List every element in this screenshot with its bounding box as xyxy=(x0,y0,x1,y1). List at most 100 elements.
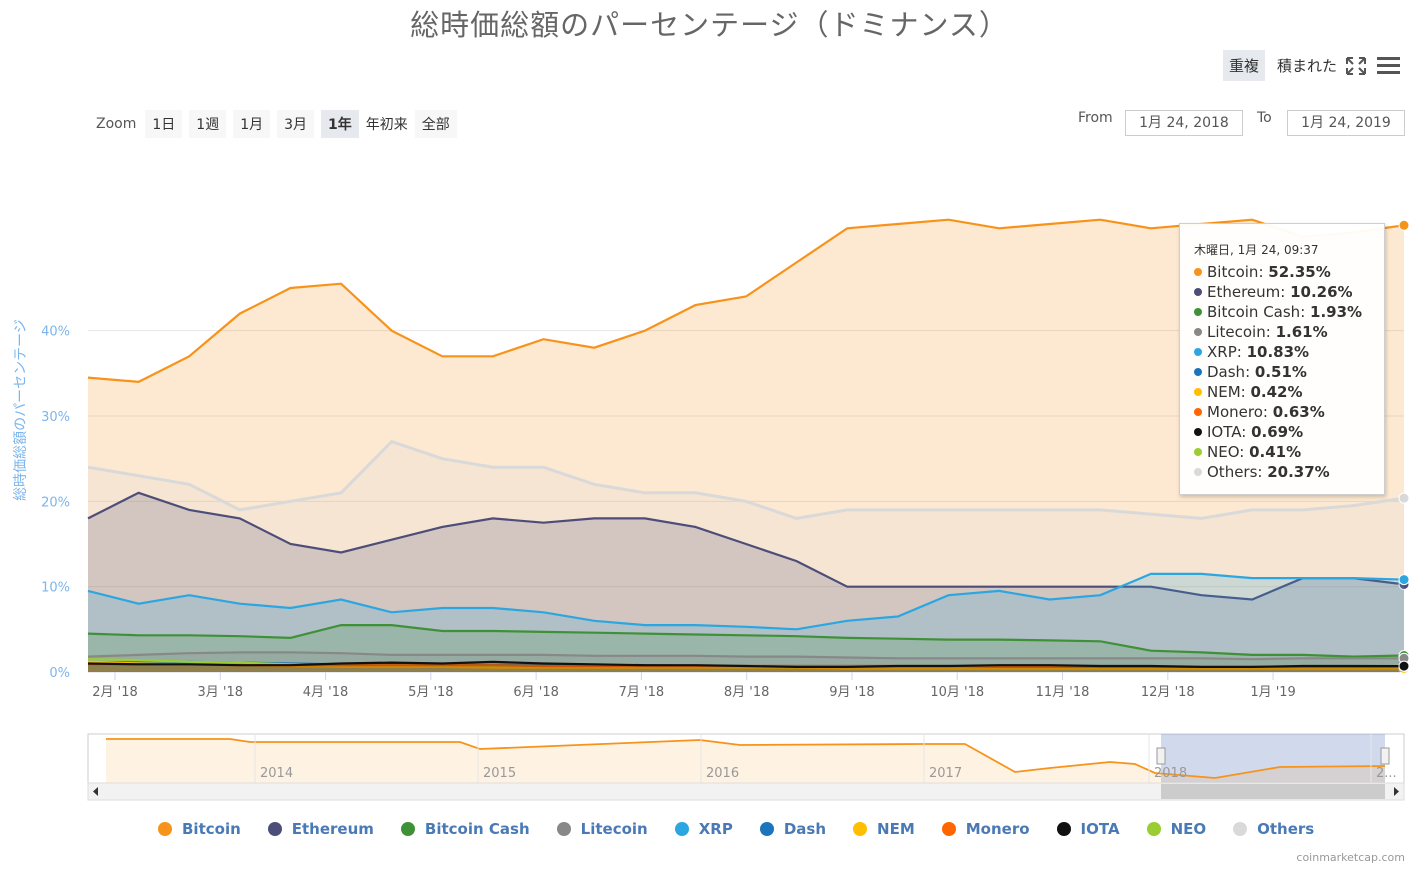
legend-item-xrp[interactable]: XRP xyxy=(674,820,733,838)
fullscreen-icon[interactable] xyxy=(1343,54,1369,78)
tooltip-series-value: 0.69% xyxy=(1251,423,1304,441)
legend-dot-icon xyxy=(267,822,282,836)
tooltip-series-value: 0.41% xyxy=(1249,443,1302,461)
tooltip-header: 木曜日, 1月 24, 09:37 xyxy=(1194,243,1319,257)
navigator-line xyxy=(106,738,1386,779)
zoom-1y-button[interactable]: 1年 xyxy=(321,110,359,138)
zoom-1d-button[interactable]: 1日 xyxy=(145,110,183,138)
x-tick-label: 6月 '18 xyxy=(513,685,559,700)
tooltip-series-value: 1.93% xyxy=(1310,303,1363,321)
legend-item-nem[interactable]: NEM xyxy=(853,820,915,838)
navigator-year-label: 2015 xyxy=(483,766,516,781)
scrollbar-track[interactable] xyxy=(87,782,1405,801)
chart-title: 総時価総額のパーセンテージ（ドミナンス） xyxy=(410,8,1009,42)
zoom-bar: Zoom 1日 1週 1月 3月 1年 年初来 全部 xyxy=(96,110,457,138)
x-tick-label: 2月 '18 xyxy=(92,685,138,700)
area-others xyxy=(88,441,1404,672)
zoom-label: Zoom xyxy=(96,116,137,132)
legend-item-dash[interactable]: Dash xyxy=(759,820,827,838)
y-tick-label: 20% xyxy=(41,495,70,510)
legend-dot-icon xyxy=(556,822,571,836)
zoom-1m-button[interactable]: 1月 xyxy=(233,110,271,138)
tooltip-series-name: Bitcoin Cash xyxy=(1207,303,1301,321)
legend-item-ethereum[interactable]: Ethereum xyxy=(267,820,374,838)
from-date-input[interactable]: 1月 24, 2018 xyxy=(1125,110,1243,136)
navigator-handle[interactable] xyxy=(1380,747,1390,765)
legend-item-iota[interactable]: IOTA xyxy=(1056,820,1120,838)
tooltip-series-name: Bitcoin xyxy=(1207,263,1259,281)
zoom-all-button[interactable]: 全部 xyxy=(414,110,457,138)
legend-label: Bitcoin xyxy=(182,820,241,838)
scrollbar-thumb[interactable] xyxy=(1161,784,1385,799)
tooltip-series-name: Monero xyxy=(1207,403,1263,421)
tooltip-series-name: NEO xyxy=(1207,443,1240,461)
x-tick-label: 3月 '18 xyxy=(198,685,244,700)
navigator-year-label: 2018 xyxy=(1154,766,1187,781)
stacked-mode-button[interactable]: 積まれた xyxy=(1276,57,1337,75)
legend-dot-icon xyxy=(400,822,415,836)
to-date-input[interactable]: 1月 24, 2019 xyxy=(1287,110,1405,136)
tooltip-series-value: 1.61% xyxy=(1275,323,1328,341)
x-tick-label: 7月 '18 xyxy=(619,685,665,700)
tooltip-series-value: 52.35% xyxy=(1268,263,1331,281)
navigator-year-label: 2017 xyxy=(929,766,962,781)
legend-item-bitcoin[interactable]: Bitcoin xyxy=(158,820,241,838)
navigator-area xyxy=(106,739,1385,783)
legend-item-litecoin[interactable]: Litecoin xyxy=(556,820,648,838)
tooltip-series-dot-icon xyxy=(1194,408,1202,416)
scroll-left-arrow-icon[interactable] xyxy=(93,787,98,796)
tooltip-series-value: 0.63% xyxy=(1272,403,1325,421)
tooltip-series-name: IOTA xyxy=(1207,423,1242,441)
legend-label: Bitcoin Cash xyxy=(424,820,530,838)
overlap-mode-button[interactable]: 重複 xyxy=(1222,50,1265,81)
tooltip-series-name: Ethereum xyxy=(1207,283,1281,301)
legend-dot-icon xyxy=(1233,822,1248,836)
series-line-iota xyxy=(87,660,1405,668)
y-tick-label: 0% xyxy=(49,666,70,681)
tooltip-series-value: 0.51% xyxy=(1254,363,1307,381)
tooltip-series-value: 10.83% xyxy=(1246,343,1310,361)
series-line-xrp xyxy=(87,572,1405,631)
legend-item-neo[interactable]: NEO xyxy=(1146,820,1206,838)
legend-label: Monero xyxy=(965,820,1030,838)
series-line-litecoin xyxy=(87,651,1404,661)
credit-link[interactable]: coinmarketcap.com xyxy=(1296,851,1405,864)
navigator-handle[interactable] xyxy=(1156,747,1166,765)
x-tick-label: 5月 '18 xyxy=(408,685,454,700)
from-label: From xyxy=(1078,110,1113,126)
tooltip-series-dot-icon xyxy=(1194,428,1202,436)
navigator-selection[interactable] xyxy=(1161,734,1385,783)
series-end-marker-others xyxy=(1398,492,1410,504)
zoom-ytd-button[interactable]: 年初来 xyxy=(365,117,408,133)
legend-item-others[interactable]: Others xyxy=(1233,820,1314,838)
legend-item-bitcoin-cash[interactable]: Bitcoin Cash xyxy=(400,820,530,838)
tooltip-row: Bitcoin: 52.35% xyxy=(1194,262,1384,282)
zoom-1w-button[interactable]: 1週 xyxy=(189,110,227,138)
tooltip-series-name: Others xyxy=(1207,463,1258,481)
series-line-bitcoin-cash xyxy=(87,624,1405,658)
zoom-3m-button[interactable]: 3月 xyxy=(277,110,315,138)
navigator-year-label: 2014 xyxy=(260,766,293,781)
tooltip-row: Bitcoin Cash: 1.93% xyxy=(1194,302,1384,322)
legend-dot-icon xyxy=(941,822,956,836)
navigator-year-label: 2... xyxy=(1376,766,1397,781)
x-tick-label: 12月 '18 xyxy=(1141,685,1195,700)
scroll-right-arrow-icon[interactable] xyxy=(1394,787,1399,796)
tooltip-row: Monero: 0.63% xyxy=(1194,402,1384,422)
x-tick-label: 1月 '19 xyxy=(1250,685,1296,700)
series-end-marker-iota xyxy=(1398,660,1410,672)
y-tick-label: 30% xyxy=(41,410,70,425)
tooltip-row: Ethereum: 10.26% xyxy=(1194,282,1384,302)
y-tick-label: 10% xyxy=(41,581,70,596)
legend-label: Dash xyxy=(783,820,827,838)
legend-dot-icon xyxy=(853,822,868,836)
tooltip-series-dot-icon xyxy=(1194,448,1202,456)
legend-label: XRP xyxy=(698,820,733,838)
hamburger-menu-icon[interactable] xyxy=(1376,54,1402,78)
area-bitcoin-cash xyxy=(88,625,1404,672)
tooltip-series-dot-icon xyxy=(1194,348,1202,356)
tooltip-series-name: Dash xyxy=(1207,363,1246,381)
legend-item-monero[interactable]: Monero xyxy=(941,820,1030,838)
series-end-marker-bitcoin xyxy=(1398,219,1410,231)
tooltip-series-name: XRP xyxy=(1207,343,1237,361)
